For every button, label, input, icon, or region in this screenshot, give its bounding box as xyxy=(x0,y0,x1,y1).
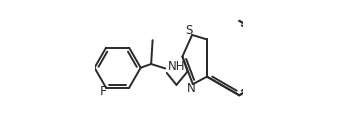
Text: NH: NH xyxy=(168,61,185,73)
Text: F: F xyxy=(100,85,107,98)
Text: S: S xyxy=(186,24,193,37)
Text: N: N xyxy=(187,82,196,95)
